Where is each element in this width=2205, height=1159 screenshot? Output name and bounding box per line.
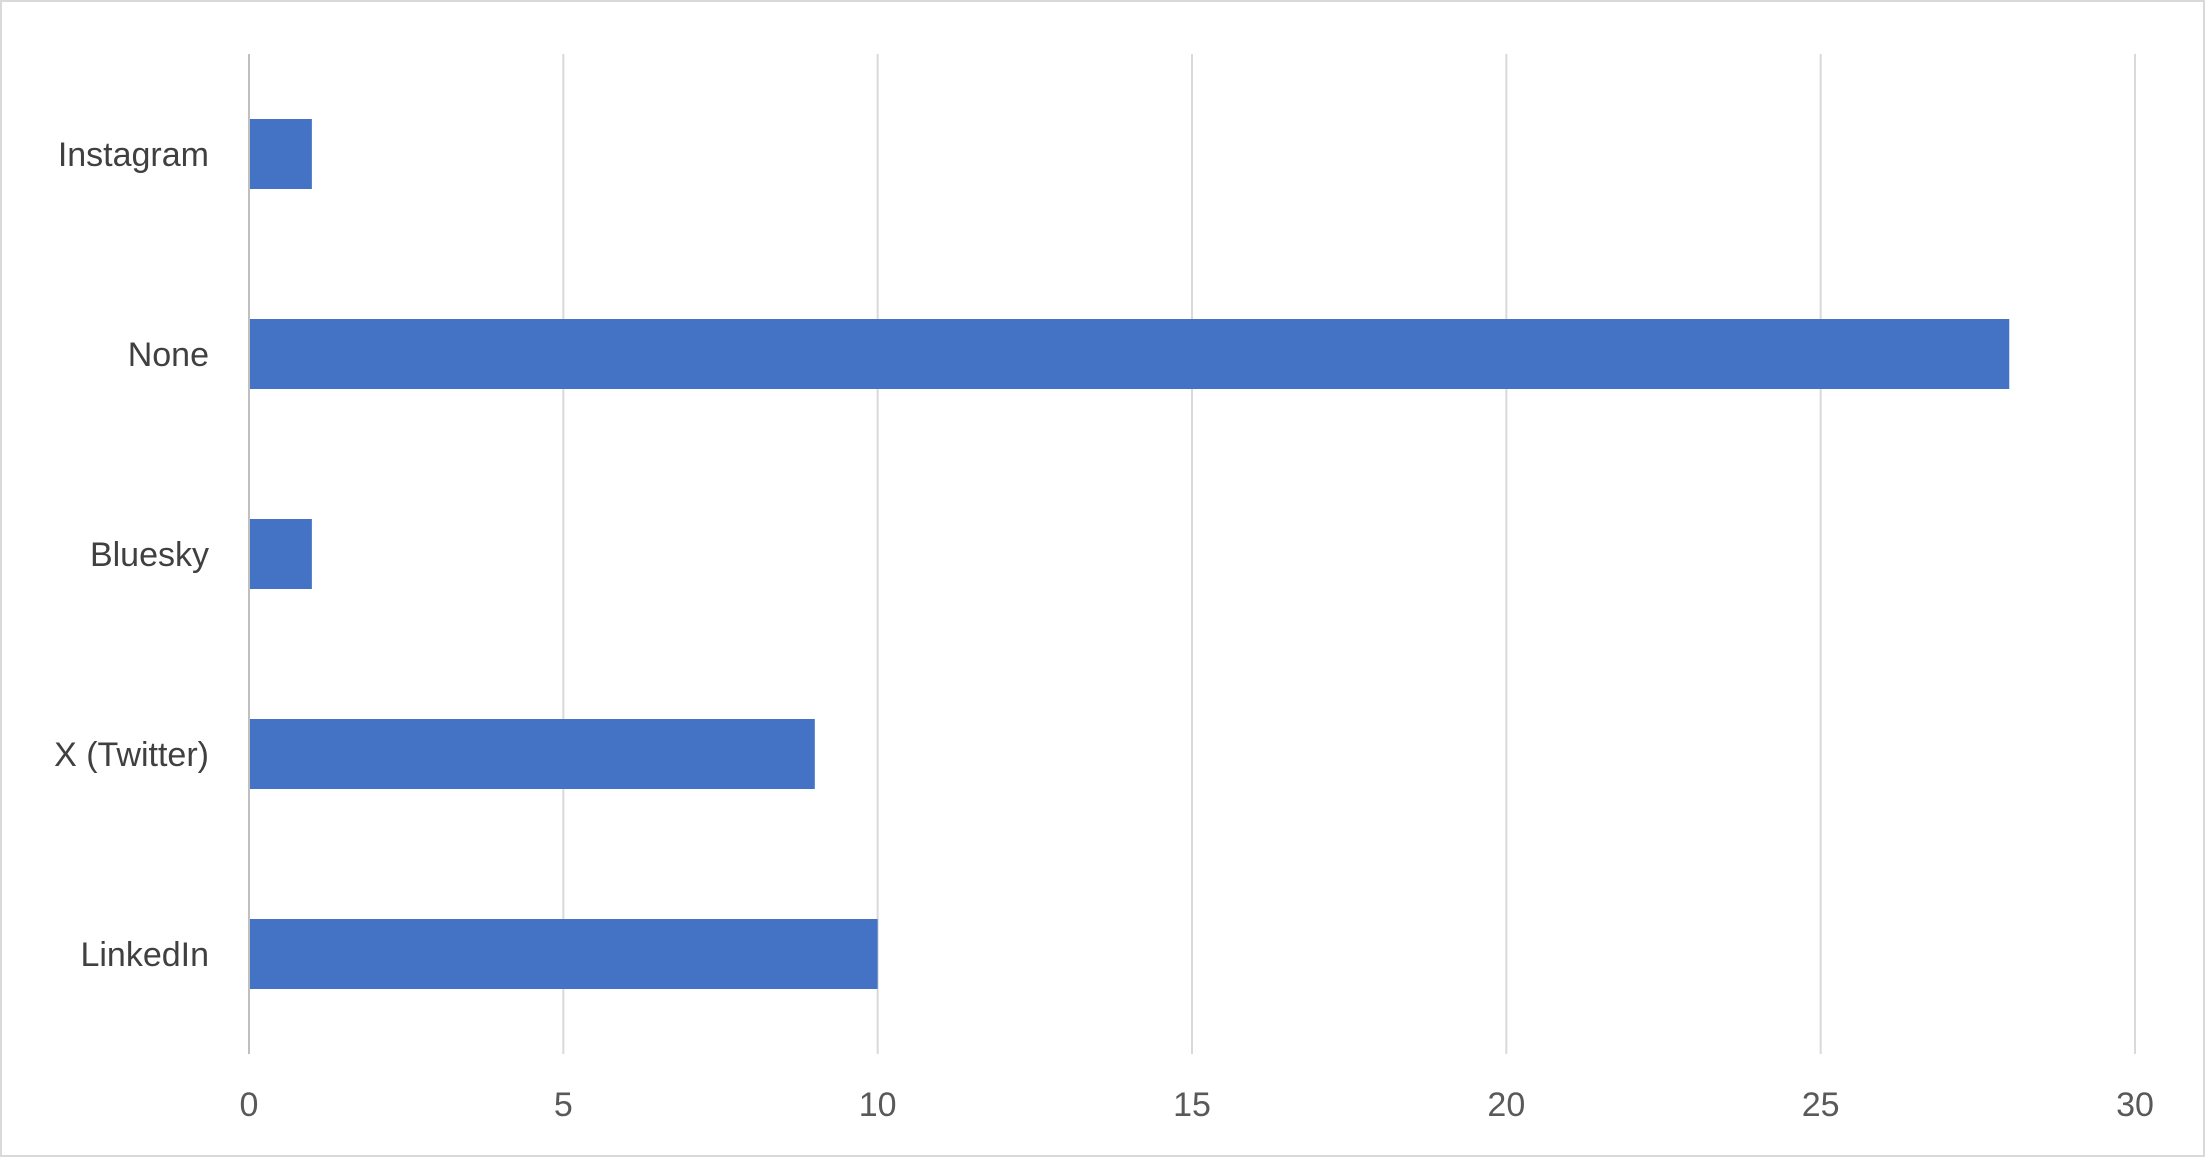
bar-instagram bbox=[249, 119, 312, 189]
x-tick-label: 5 bbox=[554, 1086, 573, 1124]
x-tick-label: 20 bbox=[1487, 1086, 1525, 1124]
x-tick-label: 10 bbox=[859, 1086, 897, 1124]
x-tick-label: 15 bbox=[1173, 1086, 1211, 1124]
category-label: LinkedIn bbox=[80, 936, 209, 974]
x-tick-label: 30 bbox=[2116, 1086, 2154, 1124]
bar-x-twitter bbox=[249, 719, 815, 789]
category-label: None bbox=[128, 336, 209, 374]
x-tick-label: 25 bbox=[1802, 1086, 1840, 1124]
x-tick-labels: 0 5 10 15 20 25 30 bbox=[240, 1086, 2154, 1124]
bar-linkedin bbox=[249, 919, 878, 989]
bars bbox=[249, 119, 2010, 989]
x-tick-label: 0 bbox=[240, 1086, 259, 1124]
category-label: X (Twitter) bbox=[54, 736, 209, 774]
category-label: Bluesky bbox=[90, 536, 209, 574]
category-label: Instagram bbox=[58, 136, 209, 174]
bar-none bbox=[249, 319, 2010, 389]
gridlines bbox=[562, 54, 2136, 1054]
bar-bluesky bbox=[249, 519, 312, 589]
category-labels: LinkedIn X (Twitter) Bluesky None Instagram bbox=[54, 136, 209, 974]
